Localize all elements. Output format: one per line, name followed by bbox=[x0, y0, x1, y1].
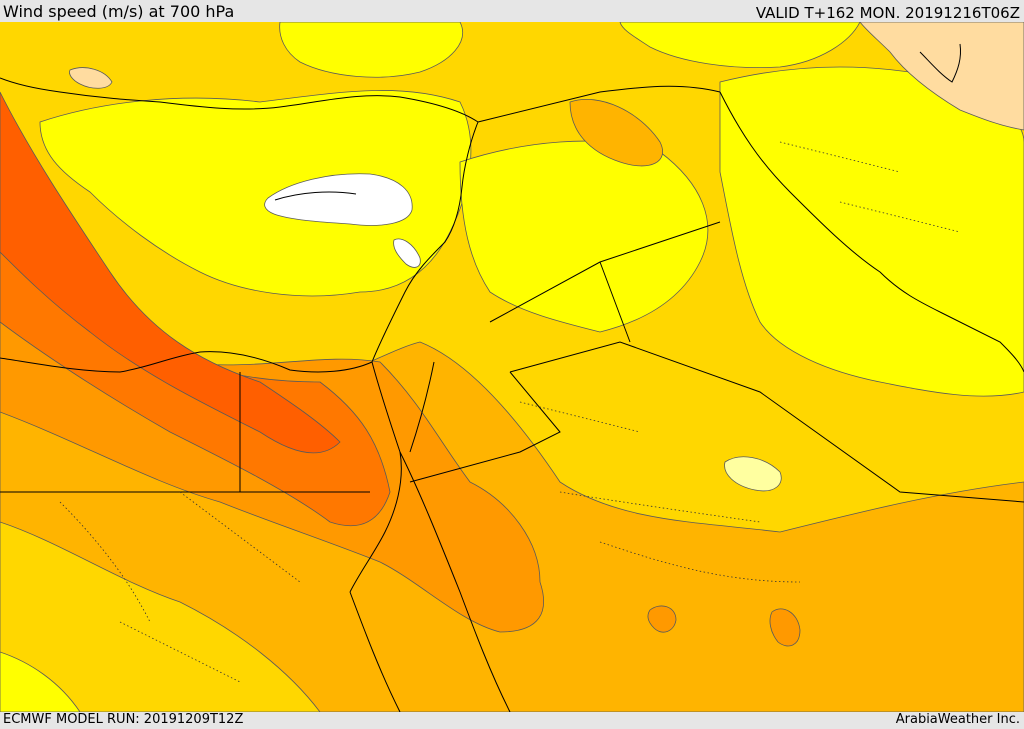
field-yellow-orange-southwest bbox=[0, 521, 321, 712]
wind-speed-map[interactable] bbox=[0, 22, 1024, 712]
footer-bar: ECMWF MODEL RUN: 20191209T12Z ArabiaWeat… bbox=[0, 712, 1024, 729]
coastline-levant bbox=[371, 121, 479, 363]
field-peach-aegean bbox=[69, 67, 113, 89]
coastline-gulf-of-suez bbox=[349, 361, 402, 593]
map-title: Wind speed (m/s) at 700 hPa bbox=[3, 2, 235, 21]
field-orange-pocket-3 bbox=[647, 605, 677, 633]
valid-time: VALID T+162 MON. 20191216T06Z bbox=[755, 4, 1020, 22]
border-saudi-iraq bbox=[509, 341, 1024, 503]
border-turkey-syria bbox=[477, 85, 721, 123]
border-iraq-iran bbox=[719, 91, 941, 313]
coastline-persian-gulf bbox=[939, 311, 1024, 373]
credit: ArabiaWeather Inc. bbox=[895, 712, 1020, 727]
header-bar: Wind speed (m/s) at 700 hPa VALID T+162 … bbox=[0, 0, 1024, 22]
coastline-cyprus bbox=[274, 191, 357, 201]
coastline-gulf-of-aqaba bbox=[409, 361, 435, 453]
field-orange-pocket-2 bbox=[769, 608, 801, 647]
field-light-pocket bbox=[724, 456, 782, 492]
field-yellow-topright bbox=[619, 22, 861, 69]
field-light-orange-pocket-1 bbox=[569, 99, 663, 167]
field-calm-levant-coast bbox=[393, 238, 421, 268]
borders bbox=[0, 43, 1024, 712]
field-calm-cyprus-sea bbox=[264, 173, 413, 226]
field-yellow-top bbox=[279, 22, 463, 78]
border-syria-iraq bbox=[599, 261, 631, 343]
border-jordan-saudi bbox=[409, 371, 561, 483]
field-red-orange-jet bbox=[0, 91, 341, 454]
field-peach-northeast bbox=[859, 22, 1024, 131]
coastline-north-africa bbox=[0, 351, 373, 373]
admin-lines bbox=[59, 141, 961, 683]
coastline-turkey bbox=[0, 77, 479, 123]
field-yellow-med bbox=[39, 90, 472, 297]
coastline-red-sea-east bbox=[399, 451, 511, 712]
field-yellow-southwest bbox=[0, 651, 81, 712]
coastline-caspian bbox=[919, 43, 961, 83]
coastline-red-sea-west bbox=[349, 591, 401, 712]
model-run: ECMWF MODEL RUN: 20191209T12Z bbox=[3, 712, 244, 727]
field-yellow-east bbox=[719, 66, 1024, 397]
